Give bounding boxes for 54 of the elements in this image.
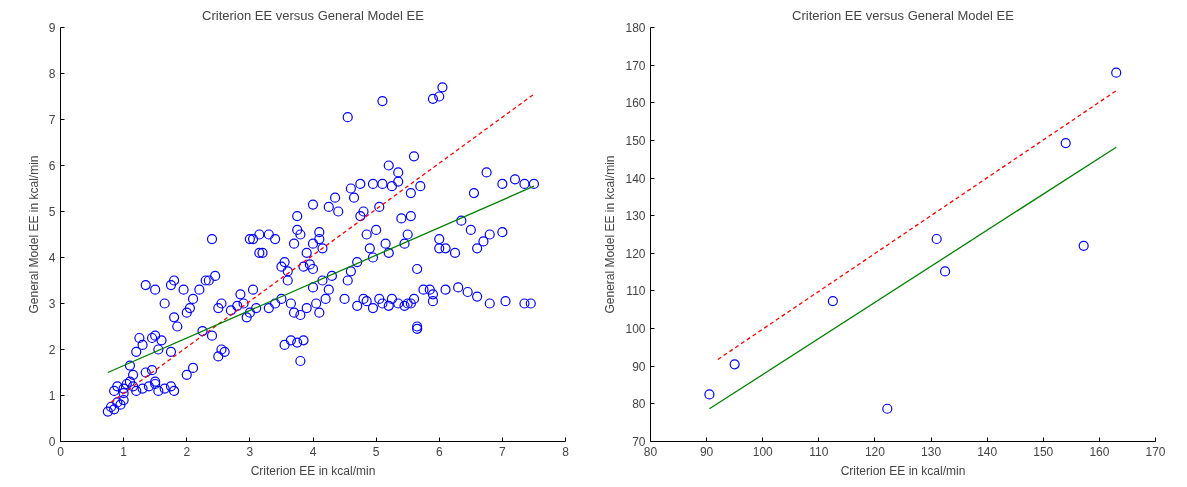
y-tick-label: 1 [48, 389, 56, 403]
y-tick-label: 0 [48, 435, 56, 449]
y-tick-label: 7 [48, 113, 56, 127]
y-tick-label: 3 [48, 297, 56, 311]
y-tick-label: 160 [625, 96, 646, 111]
x-tick-label: 6 [435, 444, 443, 459]
chart-title: Criterion EE versus General Model EE [792, 7, 1015, 23]
x-axis-title: Criterion EE in kcal/min [840, 463, 966, 478]
point [1111, 67, 1122, 78]
y-tick-label: 90 [632, 359, 646, 374]
y-tick-label: 110 [626, 284, 646, 299]
y-tick-label: 4 [48, 251, 56, 265]
y-tick-label: 130 [625, 209, 646, 224]
x-tick-label: 8 [562, 444, 570, 459]
x-tick-label: 160 [1089, 444, 1110, 459]
x-tick-label: 1 [120, 444, 128, 459]
point [704, 389, 715, 400]
y-axis-title: General Model EE in kcal/min [26, 155, 41, 314]
x-tick-label: 100 [752, 444, 774, 459]
y-tick-label: 170 [625, 58, 646, 73]
y-tick-label: 150 [625, 133, 646, 148]
y-tick-label: 180 [625, 21, 646, 35]
x-tick-label: 2 [183, 444, 191, 459]
x-tick-label: 110 [809, 444, 829, 459]
y-tick-label: 140 [625, 171, 646, 186]
y-tick-label: 5 [48, 205, 56, 219]
y-tick-label: 6 [48, 159, 56, 173]
y-tick-label: 9 [48, 21, 56, 35]
point [882, 403, 893, 414]
point [729, 359, 740, 370]
y-tick-label: 70 [632, 435, 646, 449]
x-tick-label: 130 [921, 444, 942, 459]
y-tick-label: 100 [625, 322, 646, 337]
x-tick-label: 150 [1033, 444, 1054, 459]
y-tick-label: 80 [632, 397, 646, 412]
x-tick-label: 7 [499, 444, 507, 459]
point [1060, 137, 1071, 149]
x-tick-label: 5 [372, 444, 380, 459]
chart-title: Criterion EE versus General Model EE [202, 7, 425, 23]
x-tick-label: 120 [864, 444, 886, 459]
y-tick-label: 8 [48, 67, 56, 81]
x-axis-title: Criterion EE in kcal/min [250, 463, 376, 478]
y-tick-label: 120 [625, 246, 646, 261]
point [1078, 240, 1089, 251]
y-axis-title: General Model EE in kcal/min [603, 155, 618, 314]
point [827, 296, 838, 307]
x-tick-label: 170 [1145, 444, 1166, 459]
y-tick-label: 2 [48, 343, 56, 357]
x-tick-label: 3 [246, 444, 254, 459]
x-tick-label: 140 [977, 444, 998, 459]
x-tick-label: 90 [699, 444, 714, 459]
point [931, 233, 942, 245]
point [939, 266, 951, 277]
x-tick-label: 4 [309, 444, 317, 459]
